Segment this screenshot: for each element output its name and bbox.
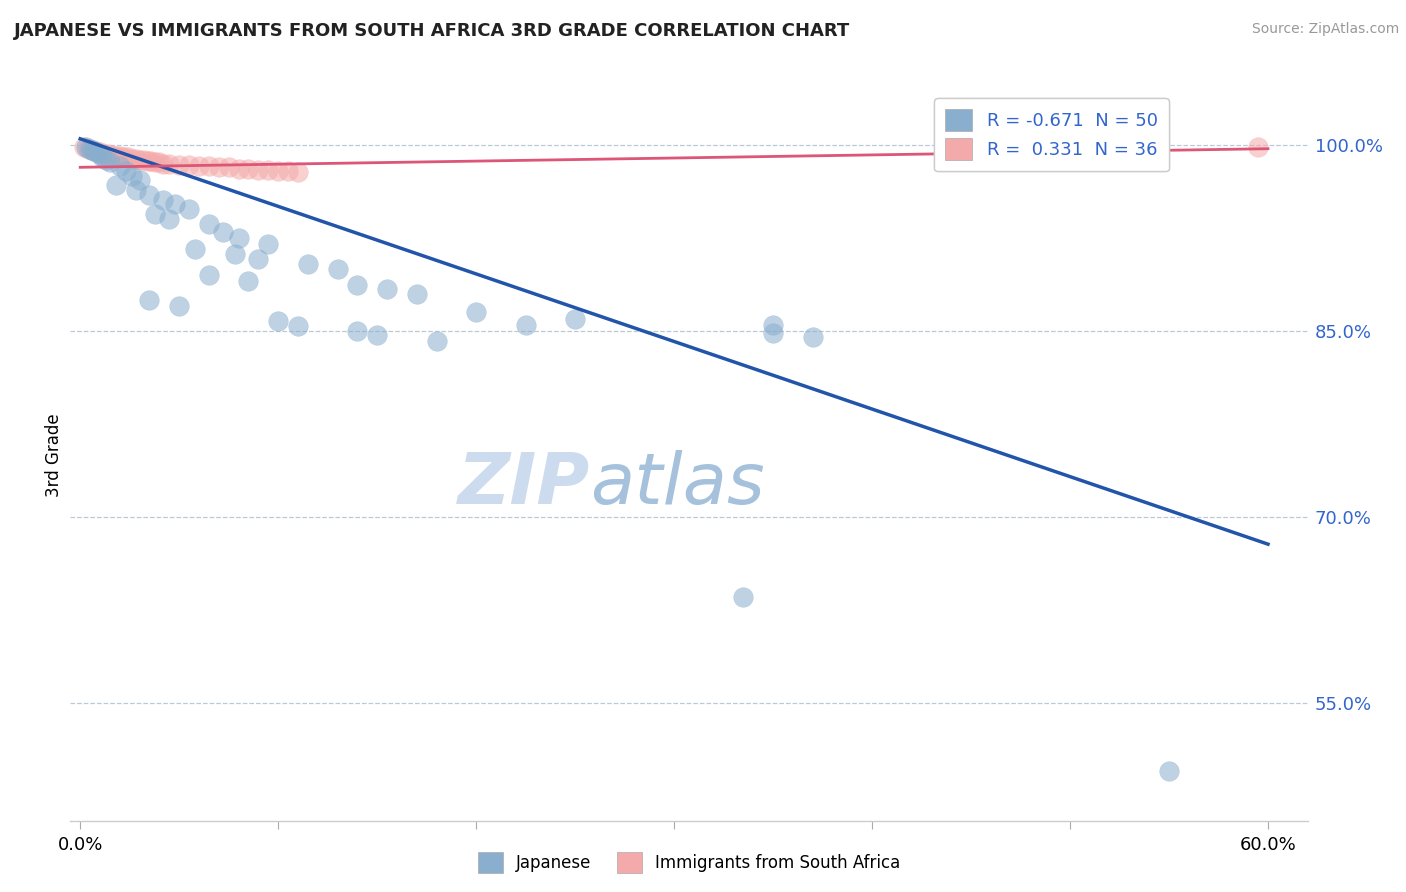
- Point: [75, 140, 97, 154]
- Point: [287, 318, 309, 333]
- Point: [73, 140, 96, 154]
- Point: [121, 169, 143, 183]
- Point: [128, 172, 150, 186]
- Point: [211, 225, 233, 239]
- Point: [238, 161, 260, 176]
- Point: [208, 161, 231, 175]
- Point: [564, 311, 586, 326]
- Text: Source: ZipAtlas.com: Source: ZipAtlas.com: [1251, 22, 1399, 37]
- Point: [287, 165, 309, 179]
- Point: [1247, 140, 1270, 154]
- Point: [93, 146, 115, 161]
- Point: [198, 159, 221, 173]
- Point: [188, 159, 211, 173]
- Point: [375, 282, 398, 296]
- Point: [425, 334, 447, 348]
- Point: [326, 262, 349, 277]
- Point: [141, 154, 163, 169]
- Point: [277, 164, 299, 178]
- Point: [145, 155, 167, 169]
- Legend: Japanese, Immigrants from South Africa: Japanese, Immigrants from South Africa: [471, 846, 907, 880]
- Point: [148, 155, 170, 169]
- Y-axis label: 3rd Grade: 3rd Grade: [45, 413, 63, 497]
- Point: [138, 293, 160, 307]
- Point: [733, 591, 755, 605]
- Point: [366, 327, 388, 342]
- Point: [94, 153, 117, 167]
- Point: [136, 154, 159, 169]
- Point: [117, 150, 139, 164]
- Point: [297, 257, 319, 271]
- Point: [247, 252, 270, 266]
- Point: [762, 326, 785, 341]
- Point: [346, 278, 368, 293]
- Text: JAPANESE VS IMMIGRANTS FROM SOUTH AFRICA 3RD GRADE CORRELATION CHART: JAPANESE VS IMMIGRANTS FROM SOUTH AFRICA…: [14, 22, 851, 40]
- Point: [84, 144, 107, 158]
- Point: [124, 183, 146, 197]
- Point: [98, 155, 121, 169]
- Legend: R = -0.671  N = 50, R =  0.331  N = 36: R = -0.671 N = 50, R = 0.331 N = 36: [935, 98, 1168, 171]
- Point: [218, 161, 240, 175]
- Point: [79, 142, 101, 156]
- Point: [177, 202, 200, 217]
- Point: [77, 142, 100, 156]
- Point: [238, 274, 260, 288]
- Point: [157, 212, 180, 227]
- Point: [1157, 764, 1180, 778]
- Point: [267, 164, 290, 178]
- Point: [157, 156, 180, 170]
- Point: [257, 162, 280, 177]
- Point: [84, 145, 107, 160]
- Point: [124, 152, 146, 166]
- Point: [152, 156, 174, 170]
- Point: [101, 148, 124, 162]
- Point: [257, 237, 280, 252]
- Text: ZIP: ZIP: [458, 450, 591, 518]
- Point: [801, 330, 824, 344]
- Point: [132, 153, 155, 167]
- Point: [405, 286, 427, 301]
- Point: [97, 146, 120, 161]
- Point: [89, 146, 111, 161]
- Point: [167, 158, 190, 172]
- Point: [515, 318, 537, 332]
- Point: [228, 161, 250, 176]
- Point: [152, 193, 174, 207]
- Point: [145, 207, 167, 221]
- Point: [198, 217, 221, 231]
- Point: [104, 178, 127, 192]
- Point: [104, 149, 127, 163]
- Point: [267, 314, 290, 328]
- Point: [108, 149, 131, 163]
- Point: [346, 324, 368, 338]
- Point: [108, 159, 131, 173]
- Point: [198, 268, 221, 282]
- Point: [83, 144, 105, 158]
- Point: [89, 145, 111, 160]
- Point: [112, 150, 135, 164]
- Point: [228, 231, 250, 245]
- Point: [247, 162, 270, 177]
- Point: [177, 158, 200, 172]
- Point: [80, 143, 103, 157]
- Point: [121, 152, 143, 166]
- Point: [138, 187, 160, 202]
- Point: [465, 305, 488, 319]
- Point: [91, 150, 114, 164]
- Point: [224, 247, 246, 261]
- Point: [167, 299, 190, 313]
- Point: [80, 143, 103, 157]
- Point: [762, 318, 785, 332]
- Point: [165, 197, 187, 211]
- Text: atlas: atlas: [591, 450, 765, 518]
- Point: [128, 153, 150, 167]
- Point: [184, 242, 207, 256]
- Point: [114, 164, 136, 178]
